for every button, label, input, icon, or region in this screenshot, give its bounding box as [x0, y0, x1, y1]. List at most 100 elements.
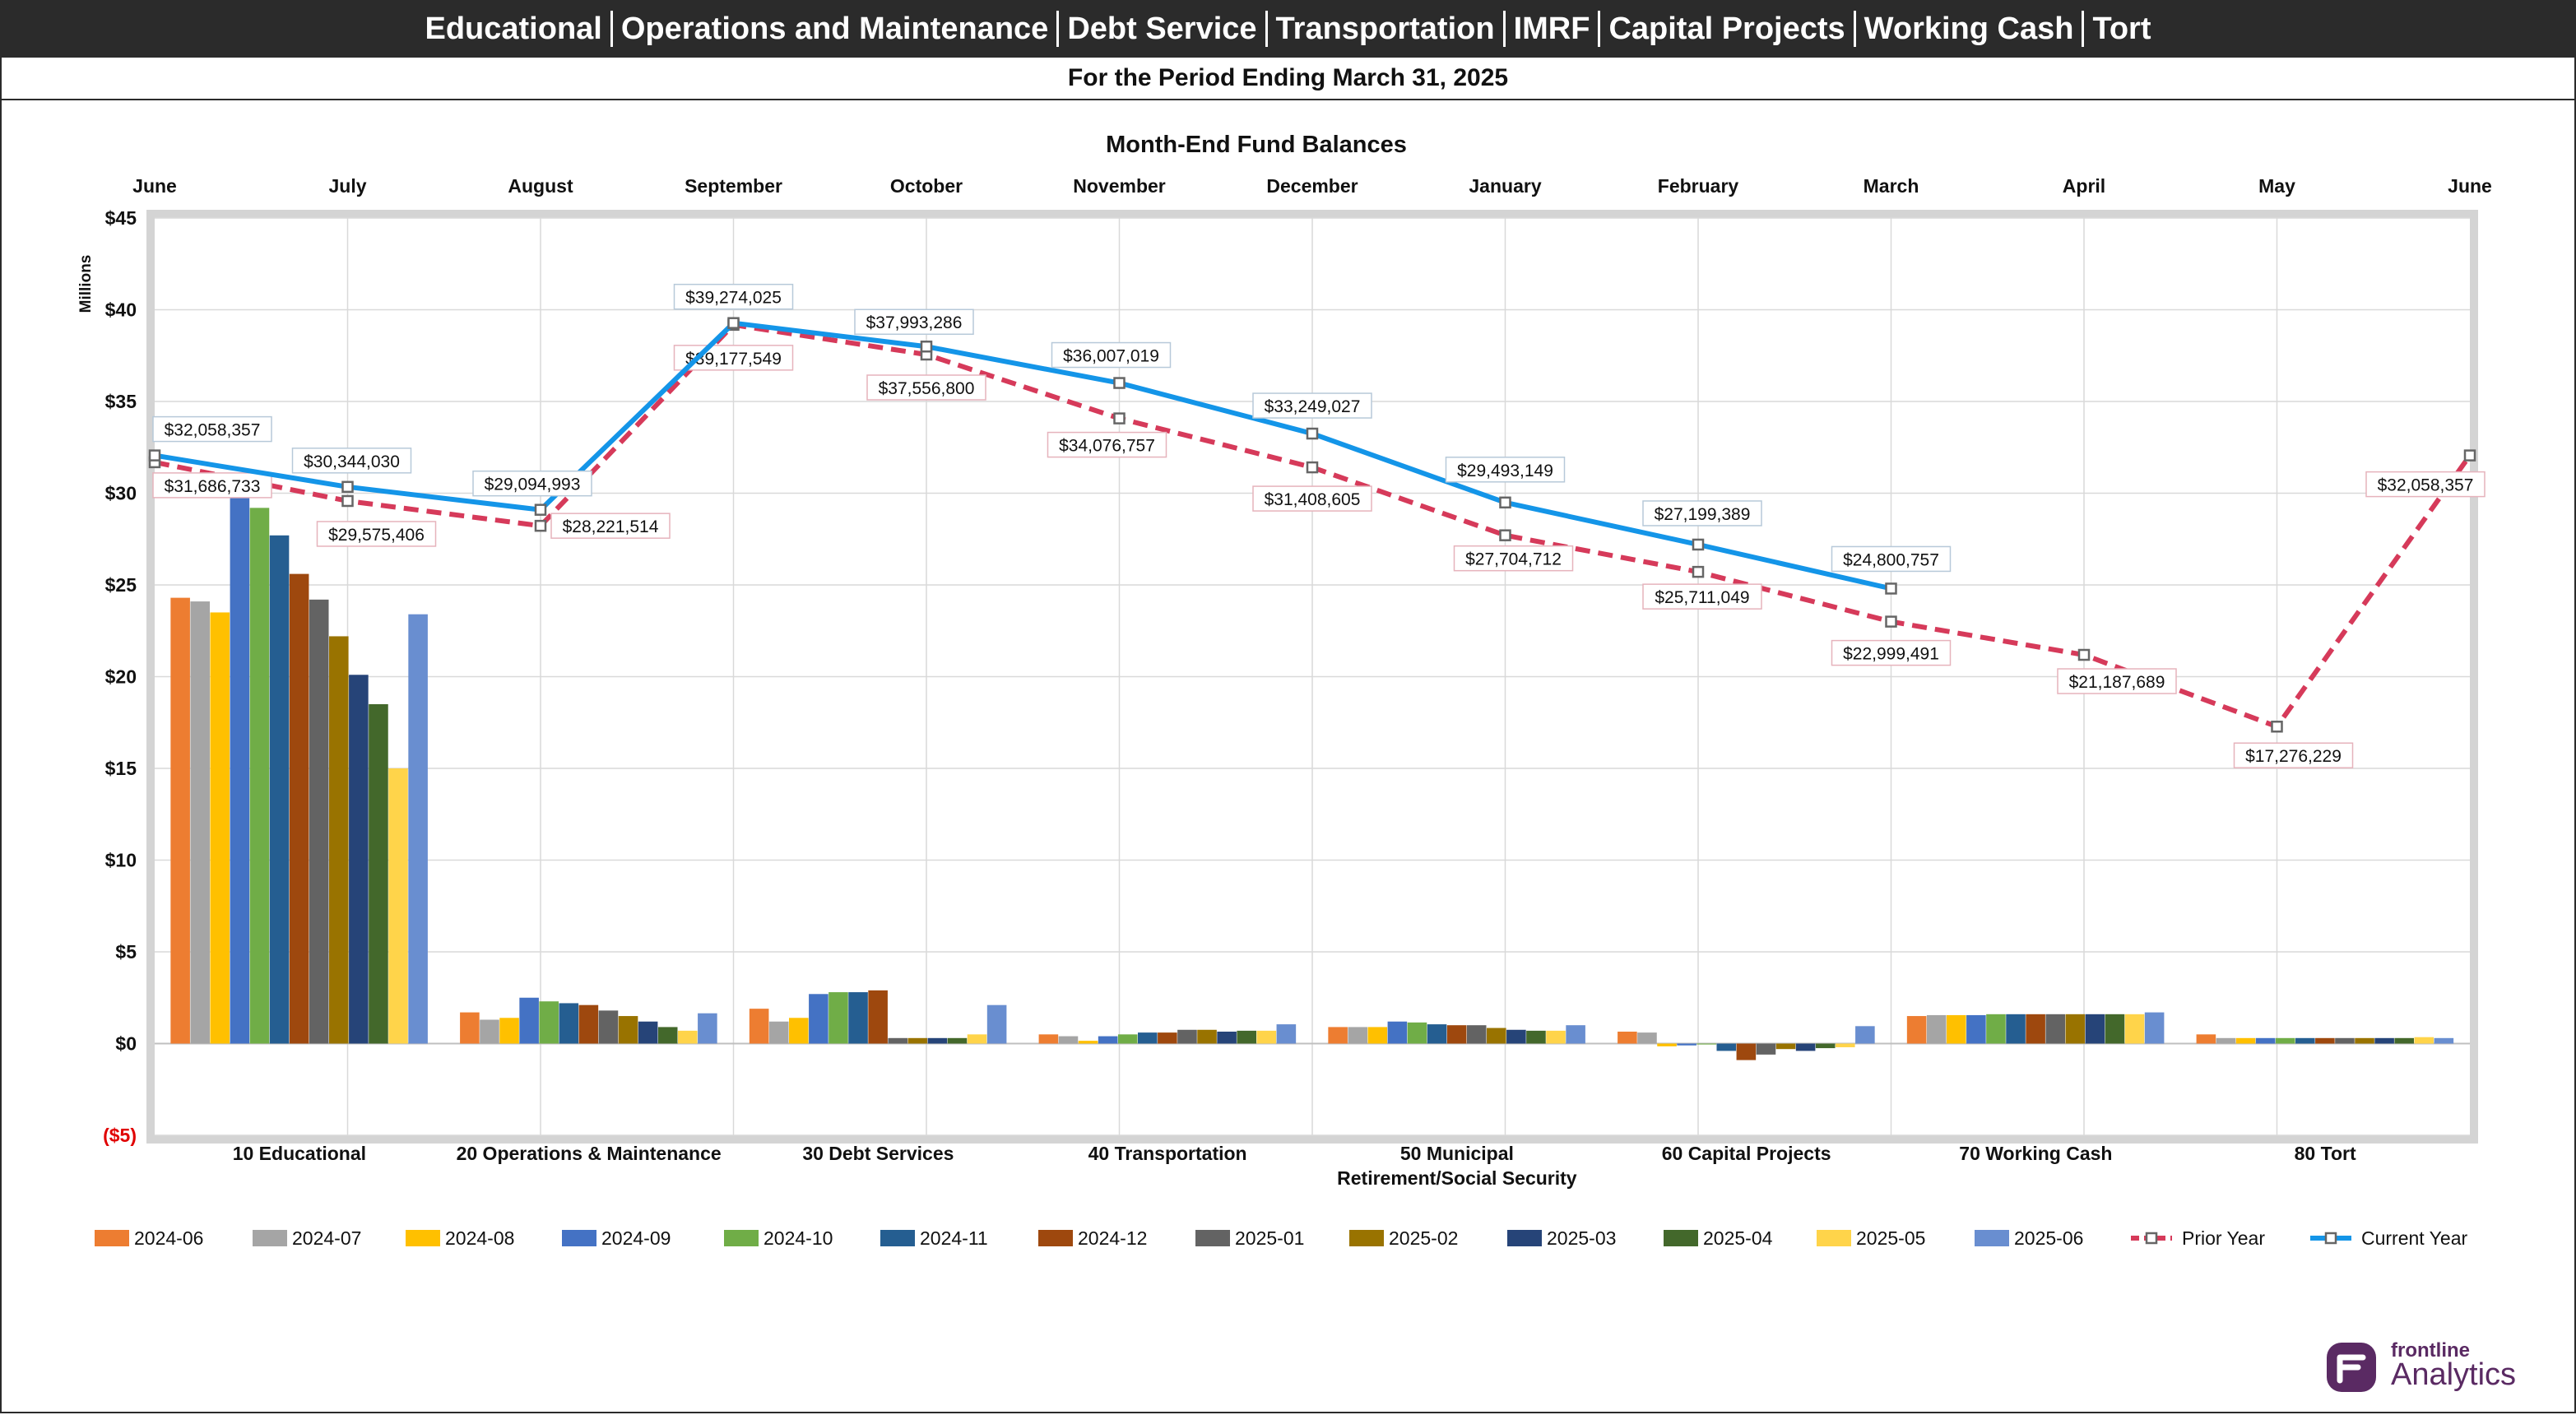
data-label: $32,058,357	[2378, 476, 2474, 495]
bar	[698, 1013, 717, 1044]
y-axis-label: Millions	[77, 255, 95, 313]
line-marker	[148, 449, 161, 462]
legend-swatch	[562, 1230, 596, 1246]
data-label-box	[1642, 583, 1762, 610]
fund-separator	[1598, 11, 1601, 47]
category-label: 30 Debt Services	[802, 1143, 954, 1164]
bar	[249, 508, 270, 1044]
legend-label: Prior Year	[2182, 1227, 2265, 1249]
data-label: $28,221,514	[563, 517, 659, 536]
bar	[460, 1012, 480, 1044]
legend-swatch	[1349, 1230, 1384, 1246]
bar	[1736, 1043, 1757, 1060]
line-marker	[534, 519, 547, 532]
data-label: $27,199,389	[1655, 505, 1751, 524]
bar	[1117, 1034, 1138, 1044]
data-label: $37,556,800	[879, 379, 975, 398]
data-label: $31,408,605	[1265, 490, 1361, 509]
fund-separator	[610, 11, 613, 47]
data-label: $31,686,733	[165, 477, 261, 496]
bar	[868, 990, 888, 1044]
legend-swatch	[253, 1230, 287, 1246]
bar	[1466, 1025, 1487, 1044]
category-label: 10 Educational	[233, 1143, 366, 1164]
bar	[539, 1001, 559, 1044]
fund-title-educational: Educational	[425, 11, 602, 46]
data-label: $27,704,712	[1465, 550, 1562, 569]
bar	[1348, 1027, 1368, 1044]
data-label-box	[1453, 545, 1574, 572]
bar	[1138, 1032, 1158, 1044]
category-label: Retirement/Social Security	[1337, 1167, 1577, 1189]
data-label-box	[152, 415, 272, 443]
data-label-box	[550, 513, 671, 539]
bar	[1177, 1029, 1197, 1044]
logo-text-frontline: frontline	[2391, 1339, 2470, 1362]
category-label: 40 Transportation	[1088, 1143, 1247, 1164]
month-label: July	[328, 175, 366, 197]
data-label-box	[1642, 500, 1762, 527]
bar	[2045, 1014, 2065, 1044]
bar	[2085, 1014, 2105, 1044]
chart-title: Month-End Fund Balances	[1106, 132, 1407, 158]
bar	[2255, 1037, 2276, 1044]
bar	[230, 496, 250, 1044]
category-label: 80 Tort	[2295, 1143, 2356, 1164]
data-label-box	[1445, 457, 1566, 483]
bar	[749, 1009, 769, 1044]
month-label: September	[685, 175, 782, 197]
bar	[1276, 1024, 1297, 1044]
fund-separator	[2082, 11, 2085, 47]
legend-marker	[2324, 1232, 2337, 1245]
data-label-box	[1252, 392, 1372, 419]
bar	[848, 992, 868, 1044]
bar	[210, 612, 230, 1044]
bar	[2374, 1037, 2394, 1044]
bar	[1387, 1021, 1408, 1044]
line-marker	[341, 494, 354, 508]
data-label: $39,177,549	[685, 350, 782, 369]
y-tick-label: $5	[115, 941, 137, 963]
bar	[1677, 1043, 1696, 1046]
bar	[578, 1004, 599, 1044]
month-label: March	[1864, 175, 1919, 197]
bar	[888, 1037, 907, 1044]
line-marker	[534, 503, 547, 516]
data-label-box	[2233, 742, 2354, 768]
bar	[2335, 1037, 2355, 1044]
bar	[1526, 1030, 1546, 1044]
bar	[1486, 1028, 1506, 1044]
category-label: 60 Capital Projects	[1662, 1143, 1831, 1164]
data-label-box	[316, 521, 437, 547]
bar	[1328, 1027, 1348, 1044]
bar	[1986, 1014, 2006, 1044]
data-label: $25,711,049	[1655, 588, 1749, 607]
legend-swatch	[1038, 1230, 1073, 1246]
fund-separator	[1056, 11, 1060, 47]
line-marker	[1692, 565, 1705, 578]
bar	[1756, 1043, 1776, 1055]
data-label: $29,094,993	[485, 476, 581, 494]
data-label-box	[1831, 639, 1952, 666]
month-label: June	[2448, 175, 2492, 197]
bar	[190, 601, 211, 1044]
y-tick-label: $20	[105, 666, 137, 688]
bar	[789, 1018, 809, 1044]
data-label-box	[673, 345, 794, 371]
fund-separator	[1265, 11, 1268, 47]
bar	[2434, 1037, 2454, 1044]
bar	[2414, 1037, 2434, 1044]
fund-title-operations: Operations and Maintenance	[620, 11, 1049, 46]
bar	[349, 675, 369, 1044]
bar	[1775, 1043, 1796, 1050]
line-marker	[1306, 461, 1319, 474]
bar	[1716, 1043, 1737, 1051]
bar	[947, 1037, 968, 1044]
data-label: $33,249,027	[1265, 397, 1361, 416]
data-label: $24,800,757	[1843, 550, 1939, 569]
bar	[1835, 1043, 1855, 1047]
chart-frame	[0, 99, 2576, 1413]
bar	[408, 614, 428, 1044]
y-tick-label: $25	[105, 574, 137, 596]
bar	[907, 1037, 928, 1044]
